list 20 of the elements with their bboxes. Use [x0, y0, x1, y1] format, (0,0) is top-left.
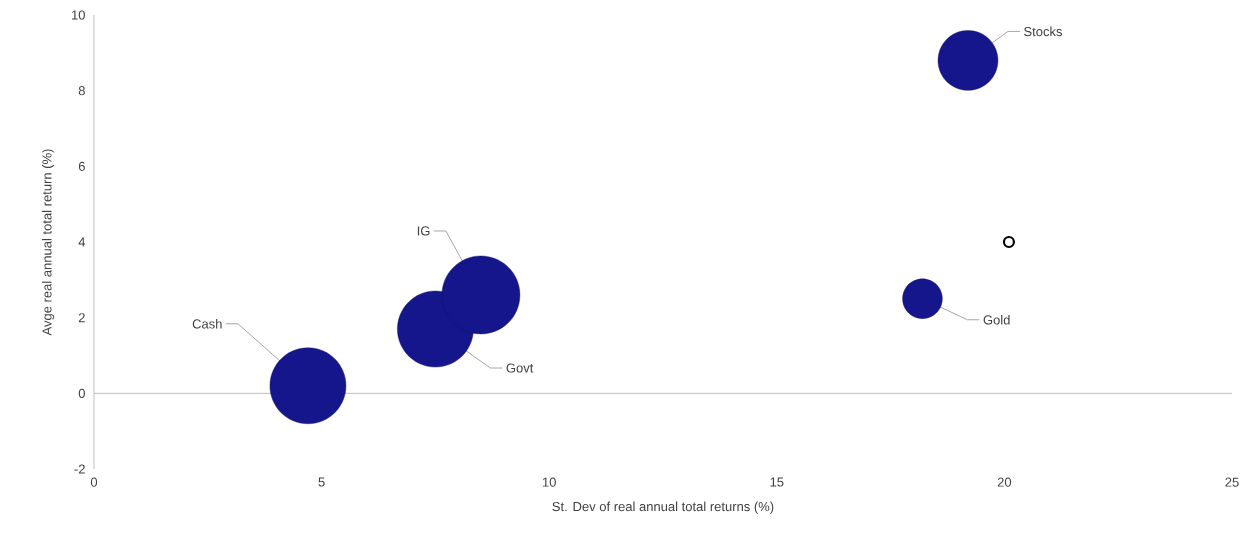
annotation: IG [417, 226, 430, 236]
y-tick-label: 6 [78, 161, 85, 171]
y-tick-label: 0 [78, 388, 85, 398]
y-tick-label: 8 [78, 86, 85, 96]
x-tick-label: 10 [542, 477, 556, 487]
x-axis-title: St. Dev of real annual total returns (%) [552, 501, 774, 514]
x-tick-label: 15 [770, 477, 784, 487]
x-tick-label: 0 [90, 477, 98, 487]
annotation: Gold [983, 314, 1010, 325]
annotation: Cash [192, 318, 222, 329]
x-tick-label: 5 [318, 477, 325, 487]
x-tick-label: 25 [1225, 477, 1239, 487]
y-tick-label: 2 [78, 313, 85, 323]
y-tick-label: -2 [74, 464, 85, 474]
annotation: Stocks [1024, 26, 1063, 37]
annotation: Govt [506, 363, 534, 373]
y-axis-title: Avge real annual total return (%) [42, 149, 55, 336]
y-tick-label: 4 [78, 237, 86, 247]
y-tick-label: 10 [71, 10, 85, 20]
x-tick-label: 20 [997, 477, 1012, 487]
